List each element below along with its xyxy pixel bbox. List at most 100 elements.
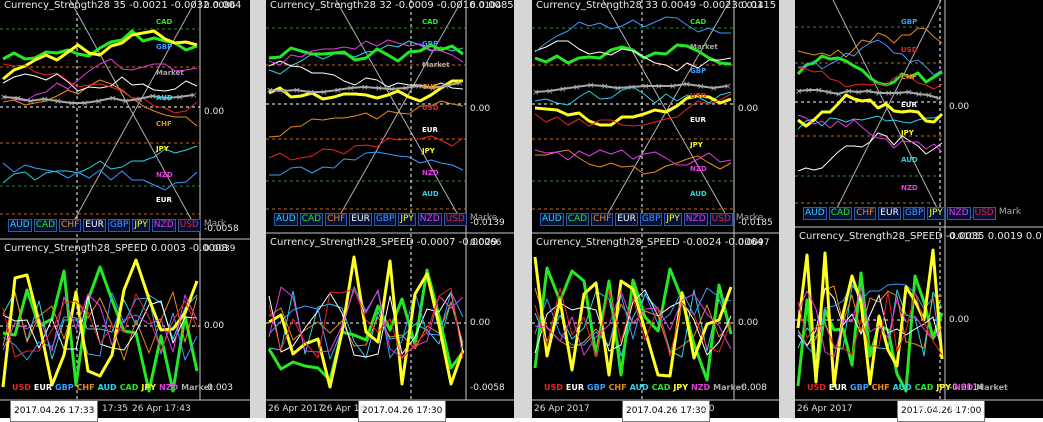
currency-tag-jpy: JPY <box>690 141 703 149</box>
market-marker: × <box>655 82 663 92</box>
speed-legend-market: Market <box>181 383 213 392</box>
market-marker: × <box>361 83 369 93</box>
legend-item-gbp[interactable]: GBP <box>639 213 663 226</box>
legend-item-chf[interactable]: CHF <box>591 213 614 226</box>
market-marker: × <box>805 86 813 96</box>
scale-min-label: -0.0185 <box>738 218 773 228</box>
legend-item-jpy[interactable]: JPY <box>398 213 416 226</box>
legend-item-gbp[interactable]: GBP <box>107 219 131 232</box>
currency-tag-chf: CHF <box>422 83 438 91</box>
currency-tag-eur: EUR <box>422 126 438 134</box>
strength-line-jpy <box>797 93 944 128</box>
currency-legend[interactable]: AUD CAD CHF EUR GBP JPY NZD USD Marke <box>274 213 498 226</box>
time-label-start: 26 Apr 2017 <box>797 404 853 414</box>
chart-window-2[interactable]: × × × × × × × × × × × × × × × Currency_Strength28 32 -0… <box>266 0 514 422</box>
legend-item-eur[interactable]: EUR <box>83 219 106 232</box>
legend-item-market[interactable]: Marke <box>735 213 764 223</box>
legend-item-cad[interactable]: CAD <box>299 213 324 226</box>
currency-tag-nzd: NZD <box>156 171 173 179</box>
market-marker: × <box>875 89 883 99</box>
currency-tag-jpy: JPY <box>422 147 435 155</box>
legend-item-cad[interactable]: CAD <box>828 207 853 220</box>
legend-item-jpy[interactable]: JPY <box>132 219 150 232</box>
speed-legend-eur: EUR <box>33 383 53 392</box>
indicator-title: Currency_Strength28 32 -0.0009 -0.0016 0… <box>270 0 514 11</box>
currency-tag-eur: EUR <box>156 196 172 204</box>
legend-item-cad[interactable]: CAD <box>33 219 58 232</box>
legend-item-aud[interactable]: AUD <box>274 213 298 226</box>
currency-tag-eur: EUR <box>690 116 706 124</box>
legend-item-usd[interactable]: USD <box>972 207 996 220</box>
chart-canvas[interactable]: × × × × × × × × × × × × × × × <box>532 0 779 418</box>
chart-window-4[interactable]: ×××××××××××××××0.00-0.0404GBPUSDCHFEURJP… <box>795 0 1043 422</box>
legend-item-cad[interactable]: CAD <box>565 213 590 226</box>
legend-item-gbp[interactable]: GBP <box>902 207 926 220</box>
currency-tag-aud: AUD <box>901 156 918 164</box>
legend-item-chf[interactable]: CHF <box>325 213 348 226</box>
legend-item-usd[interactable]: USD <box>443 213 467 226</box>
legend-item-eur[interactable]: EUR <box>349 213 372 226</box>
strength-line-market <box>534 83 728 93</box>
chart-window-3[interactable]: × × × × × × × × × × × × × × × Currency_Strength28 33 0.… <box>532 0 779 422</box>
speed-line-usd <box>534 287 732 358</box>
market-marker: × <box>41 95 49 105</box>
speed-legend-eur: EUR <box>565 383 585 392</box>
speed-line-gbp <box>268 286 464 360</box>
scale-zero-label: 0.00 <box>470 104 491 114</box>
market-marker: × <box>68 99 76 109</box>
legend-item-nzd[interactable]: NZD <box>417 213 442 226</box>
chart-window-1[interactable]: × × × × × × × × × × × × × × × Currency_Strength28 35 -0… <box>0 0 250 422</box>
currency-legend[interactable]: AUD CAD CHF EUR GBP JPY NZD USD Mark <box>803 207 1022 220</box>
strength-line-nzd <box>2 58 198 102</box>
legend-item-eur[interactable]: EUR <box>878 207 901 220</box>
legend-item-gbp[interactable]: GBP <box>373 213 397 226</box>
chart-canvas[interactable]: × × × × × × × × × × × × × × × <box>266 0 514 418</box>
market-marker: × <box>885 89 893 99</box>
market-marker: × <box>825 88 833 98</box>
legend-item-usd[interactable]: USD <box>177 219 201 232</box>
legend-item-aud[interactable]: AUD <box>8 219 32 232</box>
legend-item-usd[interactable]: USD <box>709 213 733 226</box>
speed-line-nzd <box>2 293 198 353</box>
legend-item-nzd[interactable]: NZD <box>151 219 176 232</box>
market-marker: × <box>456 79 464 89</box>
legend-item-nzd[interactable]: NZD <box>946 207 971 220</box>
legend-item-jpy[interactable]: JPY <box>927 207 945 220</box>
legend-item-aud[interactable]: AUD <box>540 213 564 226</box>
chart-canvas[interactable]: × × × × × × × × × × × × × × × <box>0 0 250 418</box>
legend-item-chf[interactable]: CHF <box>854 207 877 220</box>
speed-indicator-title: Currency_Strength28_SPEED 0.0003 -0.0008 <box>4 243 228 254</box>
strength-line-eur <box>797 132 943 172</box>
market-marker: × <box>601 82 609 92</box>
legend-item-market[interactable]: Marke <box>469 213 498 223</box>
chart-canvas[interactable]: × × × × × × × × × × × × × × × <box>795 0 1043 418</box>
legend-item-nzd[interactable]: NZD <box>683 213 708 226</box>
speed-legend-gbp: GBP <box>587 383 606 392</box>
speed-line-nzd <box>797 286 943 358</box>
speed-legend-nzd: NZD <box>954 383 974 392</box>
currency-legend[interactable]: AUD CAD CHF EUR GBP JPY NZD USD Mark <box>8 219 227 232</box>
legend-item-market[interactable]: Mark <box>998 207 1022 217</box>
strength-line-cad <box>534 43 732 66</box>
market-marker: × <box>320 88 328 98</box>
market-marker: × <box>905 88 913 98</box>
speed-legend-jpy: JPY <box>673 383 689 392</box>
currency-legend[interactable]: AUD CAD CHF EUR GBP JPY NZD USD Marke <box>540 213 764 226</box>
speed-legend-jpy: JPY <box>936 383 952 392</box>
legend-item-eur[interactable]: EUR <box>615 213 638 226</box>
time-cursor-label: 2017.04.26 17:33 <box>10 400 99 422</box>
legend-item-aud[interactable]: AUD <box>803 207 827 220</box>
speed-scale-zero: 0.00 <box>949 315 970 325</box>
market-marker: × <box>280 87 288 97</box>
strength-line-eur <box>534 40 732 72</box>
market-marker: × <box>375 84 383 94</box>
market-marker: × <box>795 87 803 97</box>
legend-item-jpy[interactable]: JPY <box>664 213 682 226</box>
time-axis: 26 Apr 2017 2017.04.26 17:30 26 Apr 16 <box>266 400 514 422</box>
speed-legend-eur: EUR <box>828 383 848 392</box>
legend-item-market[interactable]: Mark <box>203 219 227 229</box>
currency-tag-gbp: GBP <box>156 43 173 51</box>
legend-item-chf[interactable]: CHF <box>59 219 82 232</box>
speed-legend-usd: USD <box>544 383 563 392</box>
speed-legend: USD EUR GBP CHF AUD CAD JPY NZD Market <box>544 383 745 392</box>
